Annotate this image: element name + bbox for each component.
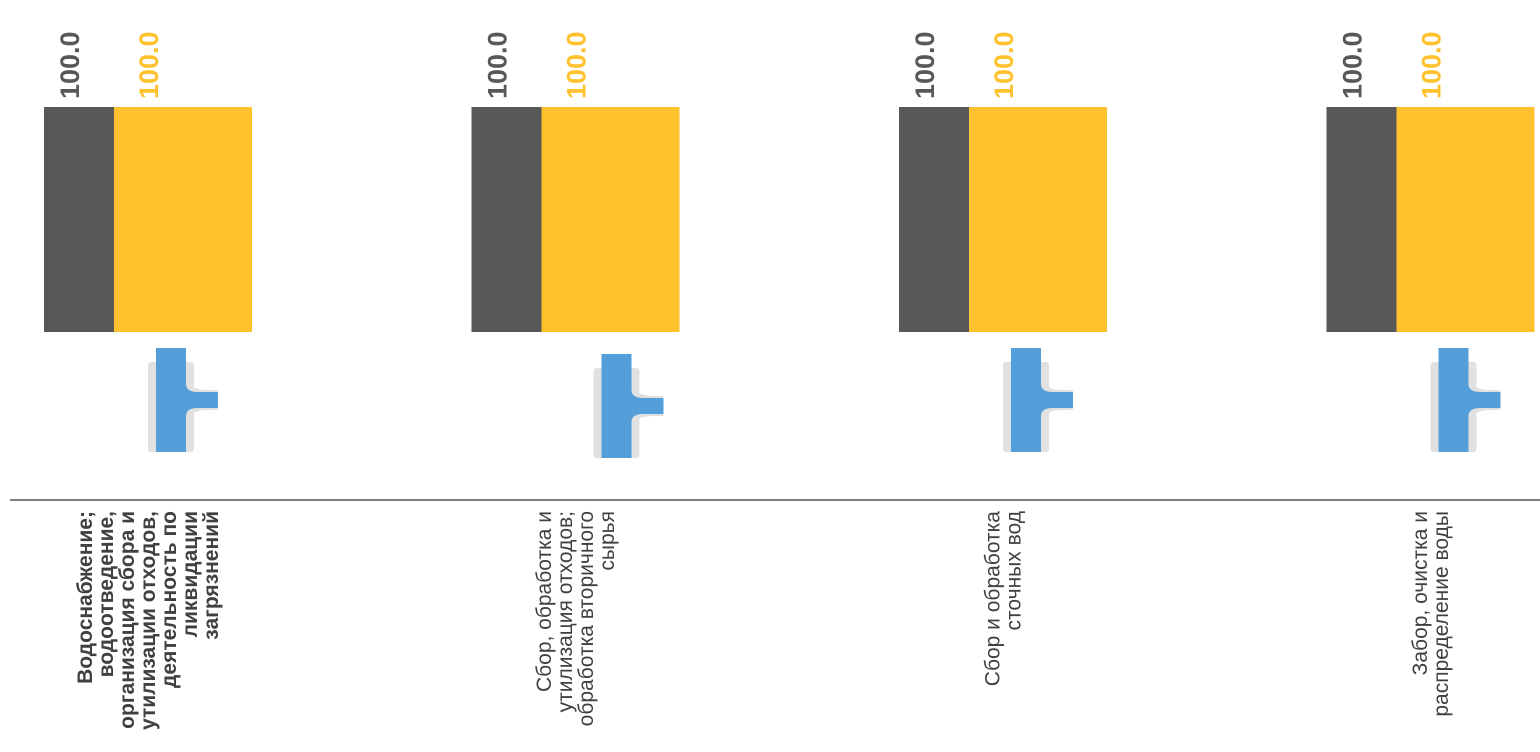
- water-pipe-tee-icon: [148, 348, 218, 452]
- bar-series-1: [899, 107, 969, 332]
- bar-series-1: [1326, 107, 1397, 332]
- bar-series-2: [541, 107, 680, 332]
- bar-series-2: [1396, 107, 1535, 332]
- category-label: распределение воды: [1430, 511, 1453, 717]
- water-pipe-tee-icon: [1003, 348, 1073, 452]
- category-label: ликвидации: [179, 511, 202, 637]
- category-label: сточных вод: [1003, 511, 1026, 630]
- category-label: сырья: [596, 511, 619, 571]
- category-label: Забор, очистка и: [1409, 511, 1432, 675]
- data-label: 100.0: [910, 31, 940, 99]
- category-label: загрязнений: [200, 511, 223, 640]
- category-label: водоотведение,: [95, 511, 118, 677]
- data-label: 100.0: [483, 31, 513, 99]
- category-label: утилизации отходов,: [137, 511, 160, 730]
- category-label: утилизация отходов;: [554, 511, 577, 712]
- water-pipe-tee-icon: [1430, 348, 1501, 452]
- data-label: 100.0: [1338, 31, 1368, 99]
- bar-series-1: [471, 107, 542, 332]
- data-label: 100.0: [134, 31, 164, 99]
- category-label: деятельность по: [158, 511, 181, 688]
- category-label: обработка вторичного: [575, 511, 598, 726]
- pipe-body: [601, 354, 664, 458]
- category-label: организация сбора и: [116, 511, 139, 729]
- pipe-body: [1011, 348, 1073, 452]
- data-label: 100.0: [1417, 31, 1447, 99]
- pipe-body: [1438, 348, 1501, 452]
- water-pipe-tee-icon: [593, 354, 664, 458]
- data-label: 100.0: [562, 31, 592, 99]
- pipe-body: [156, 348, 218, 452]
- bar-series-2: [114, 107, 252, 332]
- data-label: 100.0: [55, 31, 85, 99]
- bar-series-2: [969, 107, 1107, 332]
- data-label: 100.0: [989, 31, 1019, 99]
- category-label: Водоснабжение;: [74, 511, 97, 684]
- category-label: Сбор, обработка и: [533, 511, 556, 692]
- category-label: Сбор и обработка: [982, 511, 1005, 687]
- bar-series-1: [44, 107, 114, 332]
